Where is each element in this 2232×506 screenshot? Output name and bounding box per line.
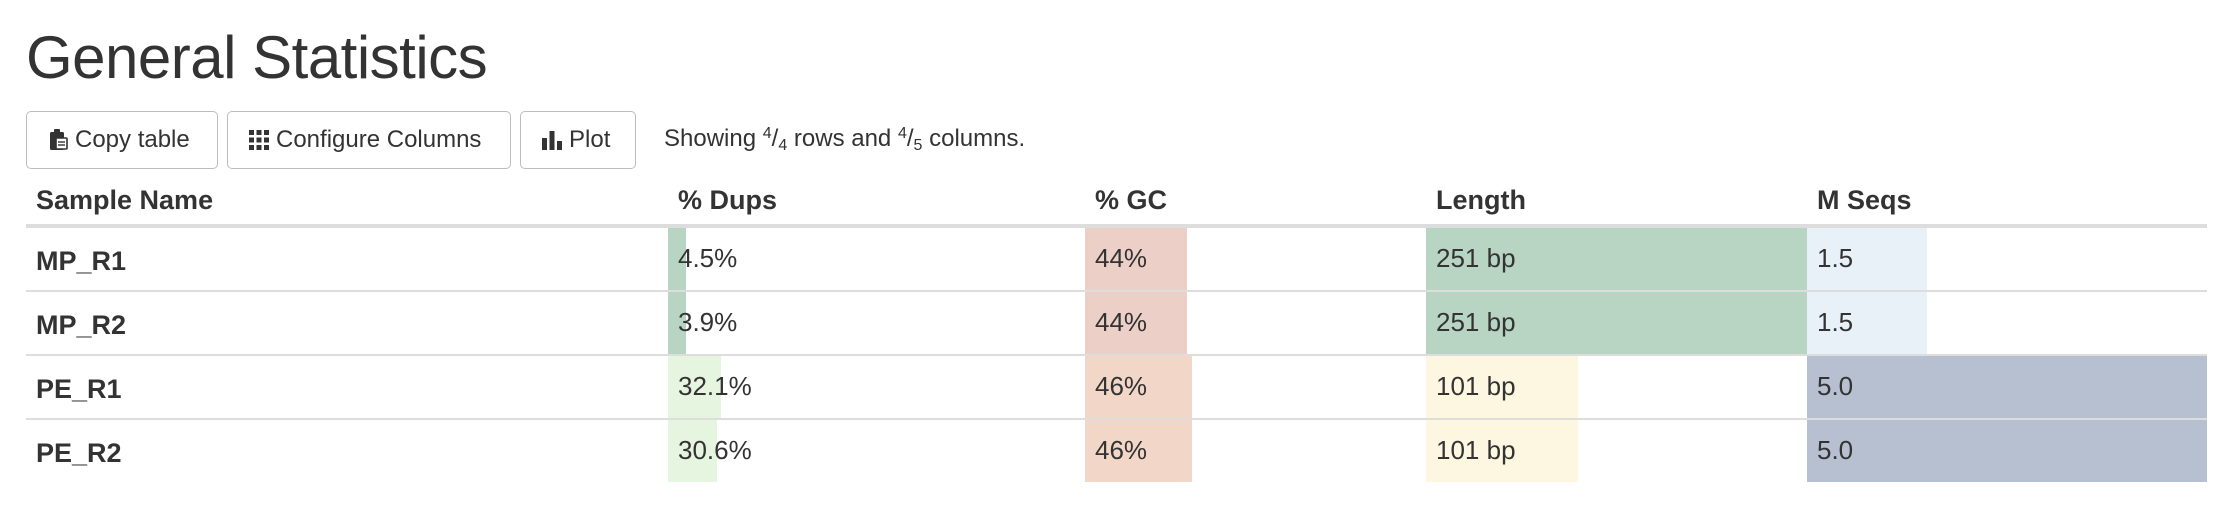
mseqs-bar (1807, 292, 1927, 354)
dups-bar (668, 356, 721, 418)
dups-cell: 4.5% (668, 228, 1085, 290)
mseqs-cell: 1.5 (1807, 228, 2207, 290)
rows-shown: 4 (762, 125, 772, 142)
bar-chart-icon (541, 129, 563, 151)
table-row: PE_R1 32.1% 46% 101 bp 5.0 (26, 356, 2207, 420)
table-row: MP_R2 3.9% 44% 251 bp 1.5 (26, 292, 2207, 356)
mseqs-value: 1.5 (1817, 307, 1854, 337)
dups-bar (668, 292, 686, 354)
length-bar (1426, 292, 1807, 354)
showing-summary: Showing 4/4 rows and 4/5 columns. (664, 125, 1025, 155)
rows-total: 4 (778, 137, 788, 154)
length-value: 251 bp (1436, 307, 1516, 337)
header-dups[interactable]: % Dups (678, 185, 778, 215)
copy-table-button[interactable]: Copy table (26, 111, 218, 169)
gc-value: 44% (1095, 307, 1148, 337)
cols-total: 5 (913, 137, 923, 154)
cols-word: columns. (929, 125, 1026, 152)
rows-word: rows and (793, 125, 892, 152)
cols-fraction: 4/5 (897, 125, 923, 154)
length-value: 101 bp (1436, 435, 1516, 465)
mseqs-value: 1.5 (1817, 243, 1854, 273)
mseqs-value: 5.0 (1817, 435, 1854, 465)
showing-prefix: Showing (664, 125, 757, 152)
gc-bar (1085, 292, 1187, 354)
clipboard-icon (47, 128, 69, 152)
length-value: 251 bp (1436, 243, 1516, 273)
table-toolbar: Copy table Configure Columns (26, 110, 1025, 170)
general-stats-table: Sample Name % Dups % GC Length M Seqs MP… (26, 172, 2207, 482)
configure-columns-button[interactable]: Configure Columns (227, 111, 511, 169)
sample-name-cell: MP_R1 (36, 246, 127, 276)
table-row: PE_R2 30.6% 46% 101 bp 5.0 (26, 420, 2207, 482)
gc-value: 46% (1095, 435, 1148, 465)
mseqs-value: 5.0 (1817, 371, 1854, 401)
gc-value: 46% (1095, 371, 1148, 401)
header-mseqs[interactable]: M Seqs (1817, 185, 1912, 215)
length-cell: 101 bp (1426, 356, 1807, 418)
length-bar (1426, 420, 1578, 482)
dups-value: 32.1% (678, 371, 752, 401)
dups-cell: 32.1% (668, 356, 1085, 418)
dups-value: 4.5% (678, 243, 738, 273)
mseqs-cell: 5.0 (1807, 356, 2207, 418)
header-sample-name[interactable]: Sample Name (36, 185, 214, 215)
length-cell: 101 bp (1426, 420, 1807, 482)
rows-fraction: 4/4 (762, 125, 788, 154)
dups-bar (668, 420, 717, 482)
gc-value: 44% (1095, 243, 1148, 273)
gc-bar (1085, 420, 1192, 482)
gc-cell: 46% (1085, 420, 1426, 482)
length-bar (1426, 356, 1578, 418)
table-header-row: Sample Name % Dups % GC Length M Seqs (26, 172, 2207, 228)
cols-shown: 4 (897, 125, 907, 142)
mseqs-bar (1807, 228, 1927, 290)
gc-bar (1085, 228, 1187, 290)
copy-table-label: Copy table (75, 126, 190, 153)
length-value: 101 bp (1436, 371, 1516, 401)
dups-bar (668, 228, 686, 290)
dups-value: 3.9% (678, 307, 738, 337)
dups-value: 30.6% (678, 435, 752, 465)
length-cell: 251 bp (1426, 292, 1807, 354)
gc-bar (1085, 356, 1192, 418)
gc-cell: 46% (1085, 356, 1426, 418)
sample-name-cell: PE_R2 (36, 438, 122, 468)
sample-name-cell: MP_R2 (36, 310, 127, 340)
gc-cell: 44% (1085, 292, 1426, 354)
page-title: General Statistics (26, 24, 488, 91)
mseqs-cell: 1.5 (1807, 292, 2207, 354)
length-bar (1426, 228, 1807, 290)
dups-cell: 30.6% (668, 420, 1085, 482)
plot-button[interactable]: Plot (520, 111, 636, 169)
dups-cell: 3.9% (668, 292, 1085, 354)
mseqs-bar (1807, 356, 2207, 418)
mseqs-bar (1807, 420, 2207, 482)
table-row: MP_R1 4.5% 44% 251 bp 1.5 (26, 228, 2207, 292)
gc-cell: 44% (1085, 228, 1426, 290)
grid-icon (248, 129, 270, 151)
header-length[interactable]: Length (1436, 185, 1526, 215)
mseqs-cell: 5.0 (1807, 420, 2207, 482)
table-body: MP_R1 4.5% 44% 251 bp 1.5 MP_R2 3.9% 44% 251 bp 1… (26, 228, 2207, 482)
sample-name-cell: PE_R1 (36, 374, 122, 404)
header-gc[interactable]: % GC (1095, 185, 1168, 215)
configure-columns-label: Configure Columns (276, 126, 482, 153)
plot-label: Plot (569, 126, 611, 153)
length-cell: 251 bp (1426, 228, 1807, 290)
